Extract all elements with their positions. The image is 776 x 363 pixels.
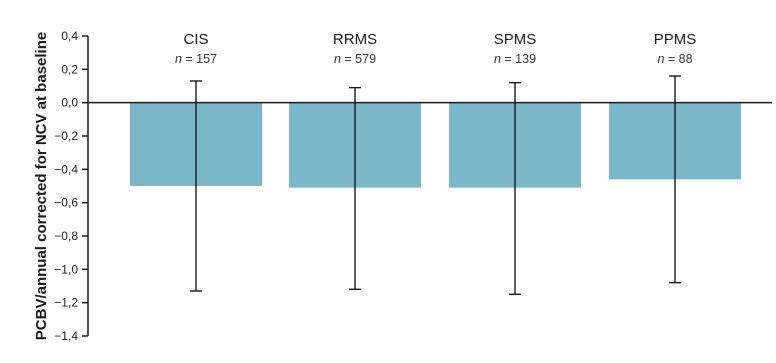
n-label: n = 88 <box>657 52 692 66</box>
n-symbol: n <box>494 52 501 66</box>
n-label: n = 579 <box>334 52 376 66</box>
y-axis-title: PCBV/annual corrected for NCV at baselin… <box>33 32 50 340</box>
y-tick-label: −1,0 <box>54 262 78 276</box>
plot-area: 0,4 0,2 0,0 −0,2 −0,4 −0,6 −0,8 −1,0 −1,2 −1,4 CIS… <box>54 29 772 343</box>
n-value: = 139 <box>501 52 536 66</box>
category-label: PPMS <box>654 31 697 48</box>
y-tick-label: −0,8 <box>54 229 78 243</box>
y-tick-label: −1,4 <box>54 329 78 343</box>
y-tick-label: 0,4 <box>61 29 78 43</box>
n-symbol: n <box>334 52 341 66</box>
n-value: = 579 <box>341 52 376 66</box>
y-tick-label: −0,6 <box>54 196 78 210</box>
n-label: n = 139 <box>494 52 536 66</box>
y-tick-label: −0,4 <box>54 162 78 176</box>
n-value: = 157 <box>182 52 217 66</box>
n-symbol: n <box>175 52 182 66</box>
n-symbol: n <box>657 52 664 66</box>
y-tick-label: 0,2 <box>61 62 78 76</box>
n-label: n = 157 <box>175 52 217 66</box>
y-tick-label: −0,2 <box>54 129 78 143</box>
y-tick-label: 0,0 <box>61 96 78 110</box>
n-value: = 88 <box>664 52 692 66</box>
y-tick-label: −1,2 <box>54 296 78 310</box>
category-label: SPMS <box>494 31 537 48</box>
category-label: RRMS <box>333 31 377 48</box>
category-label: CIS <box>183 31 208 48</box>
